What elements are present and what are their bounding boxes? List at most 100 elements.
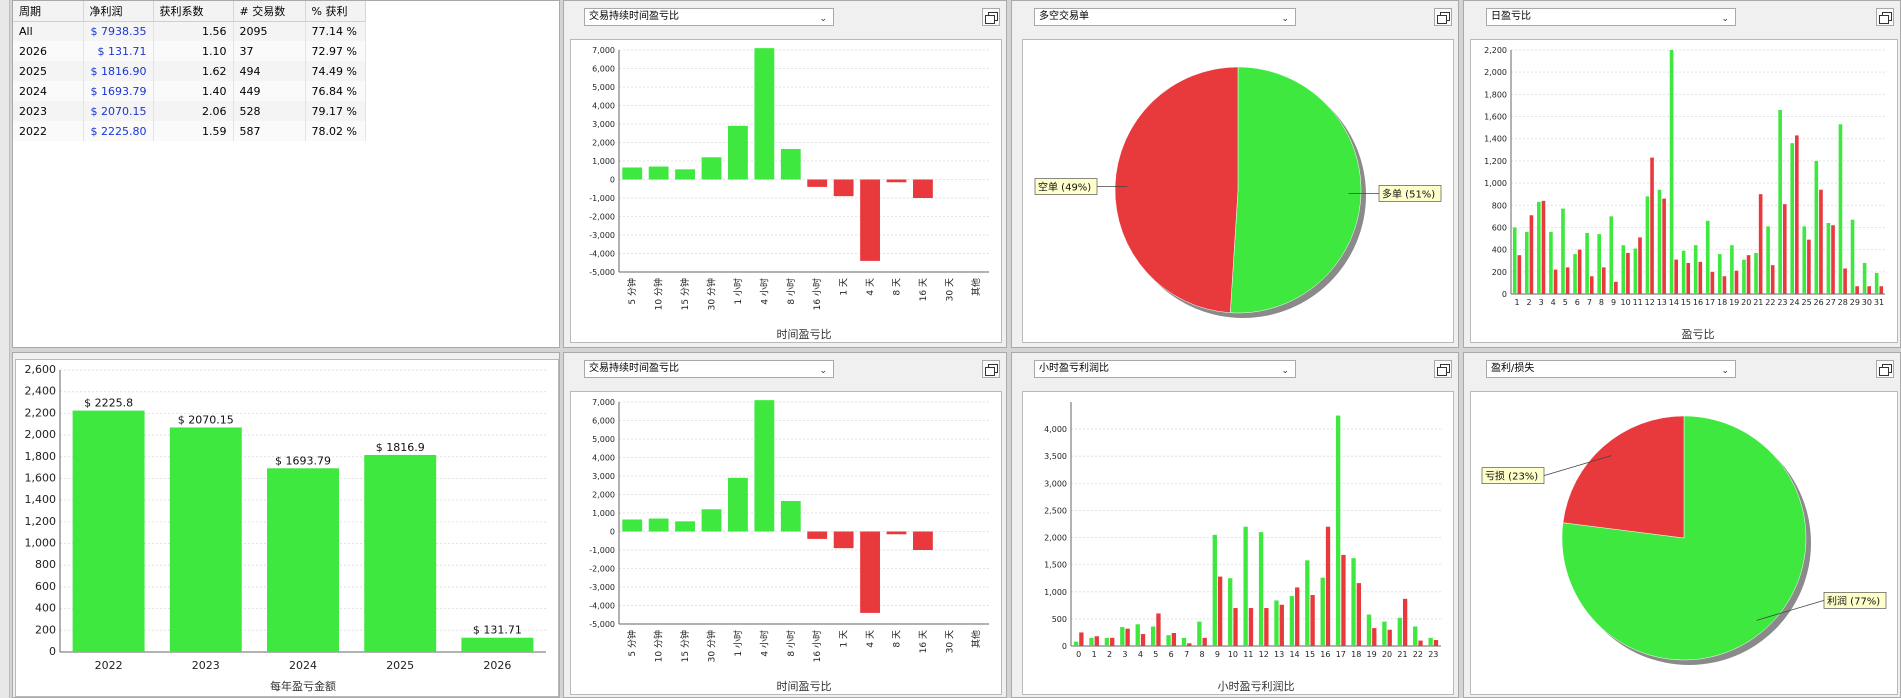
bar [675, 169, 695, 180]
y-tick-label: 1,800 [1484, 90, 1507, 99]
bar [1181, 637, 1187, 646]
bar [701, 509, 722, 532]
data-label: $ 1693.79 [275, 454, 331, 467]
bar [1589, 276, 1594, 294]
data-label: $ 2225.8 [84, 397, 133, 410]
bar [1228, 578, 1233, 646]
profit-loss-selector[interactable]: 盈利/损失 ⌄ [1486, 360, 1736, 378]
bar [169, 427, 242, 652]
x-tick-label: 30 天 [945, 278, 955, 301]
cell-net-profit: $ 1816.90 [83, 61, 154, 81]
col-header-period[interactable]: 周期 [13, 1, 84, 22]
popout-icon[interactable] [982, 360, 1000, 378]
x-tick-label: 4 天 [866, 630, 876, 648]
bar [1710, 271, 1715, 294]
x-tick-label: 26 [1814, 298, 1824, 307]
y-tick-label: 4,000 [1044, 425, 1067, 434]
popout-icon[interactable] [1434, 360, 1452, 378]
duration-top-selector[interactable]: 交易持续时间盈亏比 ⌄ [584, 8, 834, 26]
y-tick-label: 1,000 [592, 157, 615, 166]
selector-label: 小时盈亏利润比 [1039, 363, 1109, 374]
bar [1718, 254, 1722, 294]
yearly-chart: 0 200 400 600 800 1,000 1,200 1,400 1,600 1,800 2,… [25, 363, 546, 693]
selector-label: 盈利/损失 [1491, 363, 1535, 374]
bar [1657, 189, 1662, 294]
col-header-trade-count[interactable]: # 交易数 [233, 1, 306, 22]
x-tick-label: 18 [1717, 298, 1727, 307]
x-tick-label: 2023 [192, 659, 220, 672]
y-tick-label: 1,500 [1044, 561, 1067, 570]
x-tick-label: 10 [1228, 650, 1238, 659]
x-tick-label: 8 天 [893, 630, 903, 648]
profit-loss-chart: 利润 (77%) 亏损 (23%) [1481, 415, 1887, 665]
table-row[interactable]: All $ 7938.35 1.56 2095 77.14 % [13, 21, 366, 41]
daily-selector[interactable]: 日盈亏比 ⌄ [1486, 8, 1736, 26]
bar [1565, 267, 1570, 294]
duration-bottom-selector[interactable]: 交易持续时间盈亏比 ⌄ [584, 360, 834, 378]
chart-area: 0 200 400 600 800 1,000 1,200 1,400 1,600 1,800 2,… [15, 359, 559, 697]
table-row[interactable]: 2023 $ 2070.15 2.06 528 79.17 % [13, 101, 366, 121]
yearly-panel: 0 200 400 600 800 1,000 1,200 1,400 1,600 1,800 2,… [12, 352, 560, 698]
col-header-profit-factor[interactable]: 获利系数 [153, 1, 234, 22]
col-header-net-profit[interactable]: 净利润 [83, 1, 154, 22]
x-tick-label: 16 小时 [811, 278, 823, 310]
chevron-down-icon: ⌄ [1721, 366, 1729, 376]
pie-slice [1114, 66, 1239, 314]
y-tick-label: 7,000 [592, 398, 615, 407]
x-tick-label: 30 [1862, 298, 1872, 307]
table-row[interactable]: 2026 $ 131.71 1.10 37 72.97 % [13, 41, 366, 61]
popout-icon[interactable] [1876, 8, 1894, 26]
pie-label-box [1481, 467, 1545, 484]
y-tick-label: -4,000 [589, 250, 615, 259]
bar [1867, 286, 1872, 294]
popout-icon[interactable] [982, 8, 1000, 26]
x-tick-label: 2026 [483, 659, 511, 672]
left-splitter[interactable] [0, 0, 10, 698]
bar [1295, 587, 1300, 646]
pie-leader-line [1543, 455, 1612, 477]
x-tick-label: 12 [1645, 298, 1655, 307]
bar [1243, 526, 1248, 646]
bar [1734, 270, 1739, 294]
cell-profit-factor: 2.06 [153, 101, 234, 121]
x-tick-label: 5 [1153, 650, 1158, 659]
x-tick-label: 13 [1274, 650, 1284, 659]
table-row[interactable]: 2024 $ 1693.79 1.40 449 76.84 % [13, 81, 366, 101]
bar [1202, 637, 1207, 646]
hourly-selector[interactable]: 小时盈亏利润比 ⌄ [1034, 360, 1296, 378]
bar [1197, 621, 1202, 646]
y-tick-label: -3,000 [589, 583, 615, 592]
y-tick-label: 7,000 [592, 46, 615, 55]
bar [675, 521, 695, 532]
hourly-panel: 小时盈亏利润比 ⌄ 0 500 1,000 1,500 2,000 2,500 3,000 3,… [1011, 352, 1459, 698]
y-tick-label: -1,000 [589, 194, 615, 203]
bar [1366, 614, 1372, 646]
x-tick-label: 12 [1259, 650, 1269, 659]
table-row[interactable]: 2025 $ 1816.90 1.62 494 74.49 % [13, 61, 366, 81]
bar [1264, 608, 1269, 646]
x-tick-label: 8 [1199, 650, 1204, 659]
cell-net-profit: $ 2225.80 [83, 121, 154, 141]
long-short-selector[interactable]: 多空交易单 ⌄ [1034, 8, 1296, 26]
bar [1742, 259, 1746, 294]
y-tick-label: 0 [49, 645, 56, 658]
y-tick-label: 2,600 [25, 363, 57, 376]
x-tick-label: 2024 [289, 659, 317, 672]
x-tick-label: 6 [1575, 298, 1580, 307]
x-tick-label: 23 [1428, 650, 1438, 659]
bar [1843, 268, 1847, 294]
bar [622, 167, 643, 180]
x-tick-label: 2022 [95, 659, 123, 672]
x-tick-label: 2 [1527, 298, 1532, 307]
popout-icon[interactable] [1876, 360, 1894, 378]
x-tick-label: 16 [1693, 298, 1703, 307]
bar [1850, 219, 1855, 294]
bar [1418, 640, 1423, 646]
table-row[interactable]: 2022 $ 2225.80 1.59 587 78.02 % [13, 121, 366, 141]
x-tick-label: 15 [1305, 650, 1315, 659]
col-header-win-pct[interactable]: % 获利 [305, 1, 366, 22]
bar [1413, 626, 1418, 646]
x-tick-label: 4 [1138, 650, 1143, 659]
popout-icon[interactable] [1434, 8, 1452, 26]
y-tick-label: 5,000 [592, 435, 615, 444]
